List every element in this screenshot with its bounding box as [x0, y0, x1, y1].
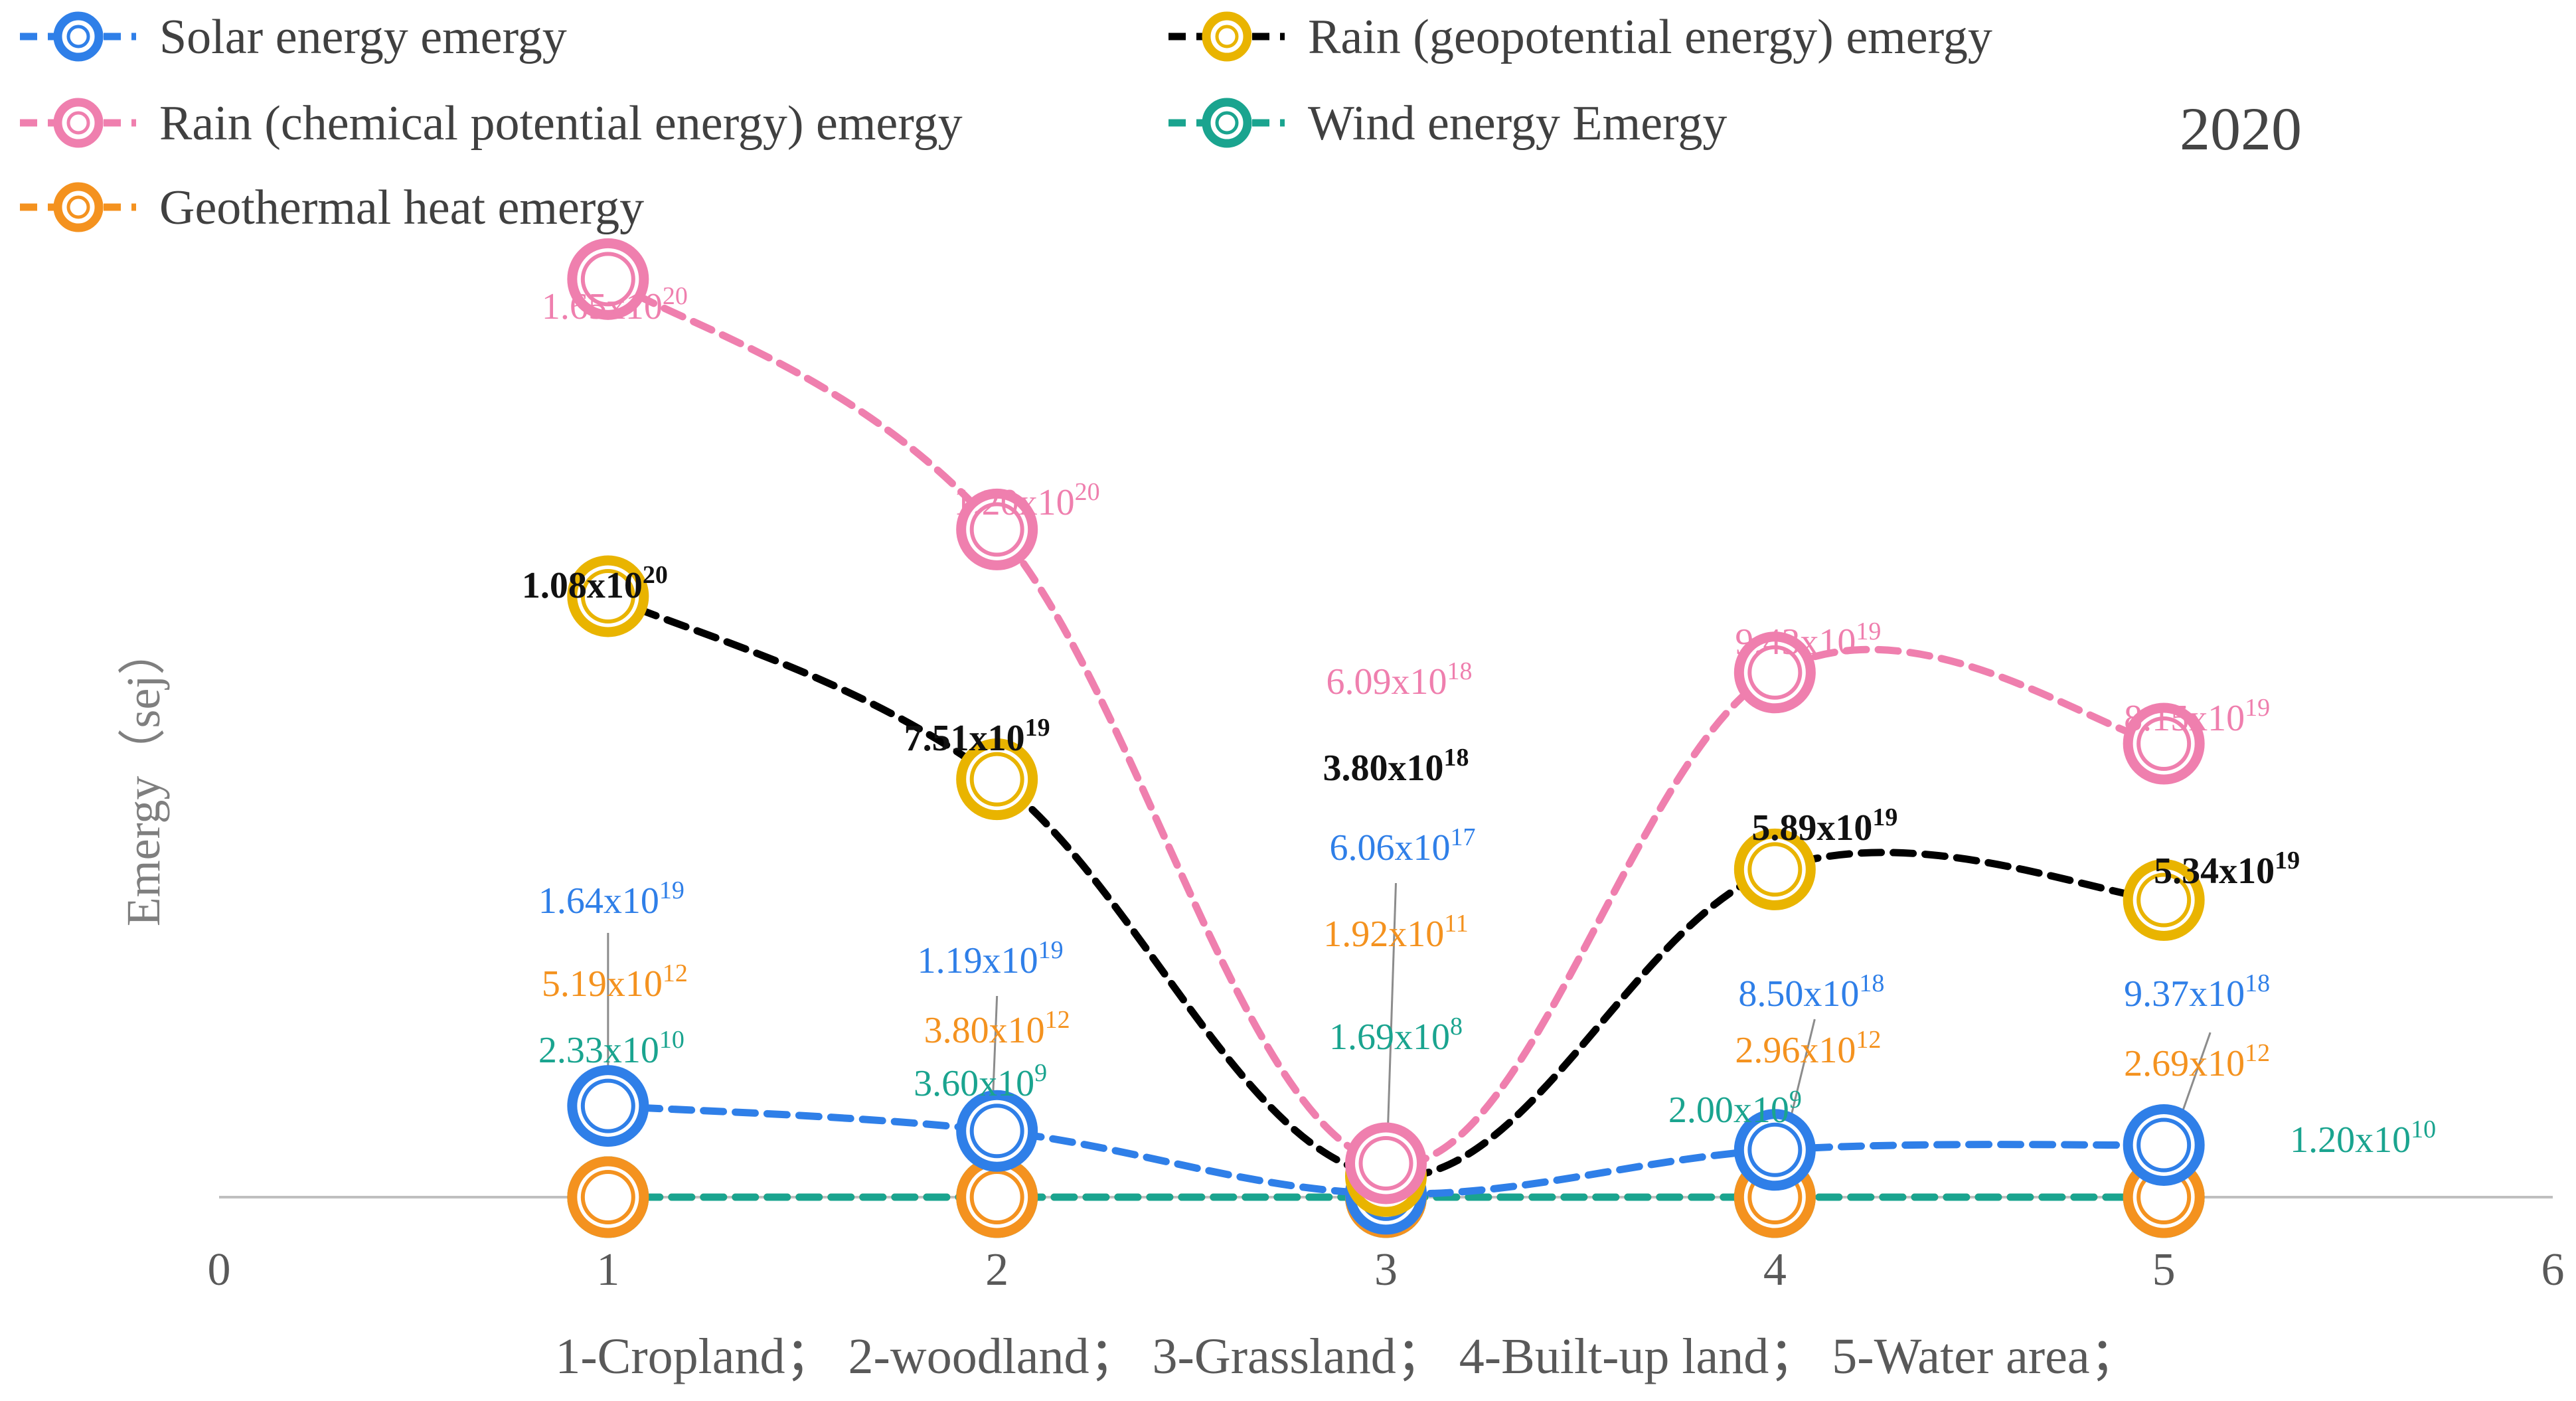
- series-lines: [604, 275, 2168, 1201]
- rain-geopotential-data-label: 5.34x1019: [2154, 847, 2300, 892]
- wind-data-label: 3.60x109: [914, 1059, 1047, 1104]
- rain-geopotential-marker: [567, 555, 649, 637]
- rain-chemical-marker: [956, 488, 1038, 570]
- legend-solar: Solar energy emergy: [20, 10, 567, 64]
- rain-chemical-marker: [567, 238, 649, 320]
- legend-marker-inner: [66, 111, 90, 135]
- rain-geopotential-marker: [956, 738, 1038, 821]
- solar-data-label: 1.64x1019: [538, 876, 684, 922]
- legend-marker-swatch: [1202, 98, 1252, 148]
- geothermal-data-label: 5.19x1012: [542, 959, 688, 1005]
- series-markers: [567, 238, 2205, 1238]
- rain-geopotential-marker: [1733, 828, 1816, 910]
- geothermal-data-label: 3.80x1012: [924, 1006, 1070, 1051]
- x-tick-label: 4: [1763, 1244, 1787, 1295]
- rain-geopotential-data-label: 3.80x1018: [1323, 744, 1469, 789]
- legend-rain-chemical: Rain (chemical potential energy) emergy: [20, 96, 963, 151]
- legend-marker-inner: [1215, 111, 1239, 135]
- wind-data-label: 2.33x1010: [538, 1026, 684, 1071]
- year-label: 2020: [2180, 95, 2302, 163]
- x-axis-label: 1-Cropland； 2-woodland； 3-Grassland； 4-B…: [555, 1329, 2140, 1384]
- legend-rain-geopotential: Rain (geopotential energy) emergy: [1168, 10, 1992, 64]
- legend-marker-inner: [1215, 25, 1239, 48]
- x-tick-label: 6: [2541, 1244, 2565, 1295]
- legend-label: Geothermal heat emergy: [159, 181, 644, 235]
- geothermal-marker: [567, 1156, 649, 1238]
- rain-geopotential-marker: [2123, 859, 2205, 942]
- x-axis-ticks: 0 1 2 3 4 5 6: [208, 1244, 2565, 1295]
- solar-data-label: 6.06x1017: [1330, 823, 1476, 868]
- rain-chemical-marker: [2123, 702, 2205, 785]
- rain-chemical-marker: [1733, 631, 1816, 714]
- legend-marker-swatch: [53, 98, 104, 148]
- geothermal-data-label: 1.92x1011: [1323, 910, 1469, 955]
- geothermal-data-label: 2.69x1012: [2124, 1039, 2270, 1084]
- legend-wind: Wind energy Emergy: [1168, 96, 1727, 151]
- solar-marker: [1733, 1109, 1816, 1191]
- legend-label: Solar energy emergy: [159, 10, 567, 64]
- rain-chemical-data-label: 1.20x1020: [954, 478, 1100, 523]
- geothermal-marker: [956, 1156, 1038, 1238]
- x-tick-label: 5: [2152, 1244, 2176, 1295]
- solar-data-label: 9.37x1018: [2124, 969, 2270, 1015]
- rain-geopotential-data-label: 7.51x1019: [904, 714, 1050, 759]
- rain-chemical-marker: [1345, 1122, 1427, 1204]
- wind-data-label: 1.69x108: [1329, 1013, 1463, 1058]
- wind-data-label: 1.20x1010: [2290, 1115, 2436, 1161]
- x-tick-label: 0: [208, 1244, 231, 1295]
- rain-chemical-data-label: 1.65x1020: [542, 282, 688, 327]
- rain-geopotential-data-label: 5.89x1019: [1751, 803, 1897, 849]
- solar-marker: [567, 1065, 649, 1147]
- solar-data-label: 1.19x1019: [918, 936, 1064, 981]
- x-tick-label: 3: [1374, 1244, 1398, 1295]
- rain-chemical-data-label: 8.15x1019: [2124, 694, 2270, 739]
- y-axis-label: Emergy（sej）: [117, 627, 170, 927]
- legend: Solar energy emergy Rain (geopotential en…: [20, 10, 1992, 235]
- x-tick-label: 2: [985, 1244, 1008, 1295]
- rain-chemical-data-label: 9.43x1019: [1735, 618, 1881, 663]
- solar-marker: [2123, 1104, 2205, 1186]
- wind-data-label: 2.00x109: [1668, 1086, 1802, 1131]
- geothermal-data-label: 2.96x1012: [1735, 1026, 1881, 1071]
- rain-chemical-data-label: 6.09x1018: [1327, 657, 1473, 702]
- data-labels: 1.64x1019 1.19x1019 6.06x1017 8.50x1018 9.37…: [522, 282, 2436, 1161]
- legend-marker-inner: [66, 195, 90, 219]
- legend-label: Rain (geopotential energy) emergy: [1308, 10, 1992, 64]
- legend-label: Wind energy Emergy: [1308, 96, 1727, 151]
- legend-label: Rain (chemical potential energy) emergy: [159, 96, 963, 151]
- legend-marker-swatch: [53, 11, 104, 62]
- legend-geothermal: Geothermal heat emergy: [20, 181, 644, 235]
- legend-marker-inner: [66, 25, 90, 48]
- legend-marker-swatch: [53, 182, 104, 232]
- rain-geopotential-data-label: 1.08x1020: [522, 561, 668, 606]
- solar-data-label: 8.50x1018: [1738, 969, 1884, 1015]
- legend-marker-swatch: [1202, 11, 1252, 62]
- solar-marker: [956, 1090, 1038, 1172]
- x-tick-label: 1: [596, 1244, 619, 1295]
